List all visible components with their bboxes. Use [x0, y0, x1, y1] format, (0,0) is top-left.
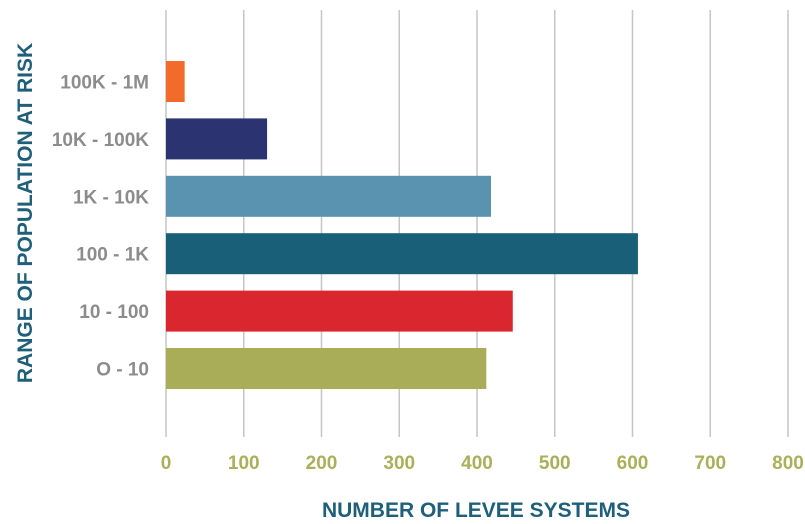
y-tick-labels: 100K - 1M 10K - 100K 1K - 10K 100 - 1K 10 - …	[52, 73, 149, 381]
x-tick-label: 200	[306, 453, 338, 474]
y-tick-label: 10 - 100	[79, 302, 149, 323]
bars	[166, 61, 638, 389]
x-tick-label: 100	[228, 453, 260, 474]
y-tick-label: 100K - 1M	[60, 73, 149, 94]
x-tick-label: 800	[772, 453, 804, 474]
bar	[166, 290, 513, 332]
x-tick-label: 0	[161, 453, 172, 474]
bar	[166, 348, 487, 389]
gridlines	[165, 10, 789, 437]
x-tick-label: 300	[383, 453, 415, 474]
y-tick-label: 10K - 100K	[52, 130, 149, 151]
bar	[166, 175, 491, 217]
y-tick-label: 1K - 10K	[73, 187, 149, 208]
x-tick-label: 700	[694, 453, 726, 474]
y-tick-label: O - 10	[96, 360, 149, 381]
bar	[166, 233, 638, 275]
x-axis-title: NUMBER OF LEVEE SYSTEMS	[322, 499, 630, 522]
y-tick-label: 100 - 1K	[76, 245, 149, 266]
x-tick-label: 400	[461, 453, 493, 474]
bar	[166, 118, 268, 160]
x-tick-label: 500	[539, 453, 571, 474]
x-tick-labels: 0 100 200 300 400 500 600 700 800	[161, 453, 804, 474]
x-tick-label: 600	[617, 453, 649, 474]
bar	[166, 61, 185, 102]
y-axis-title: RANGE OF POPULATION AT RISK	[14, 43, 37, 383]
